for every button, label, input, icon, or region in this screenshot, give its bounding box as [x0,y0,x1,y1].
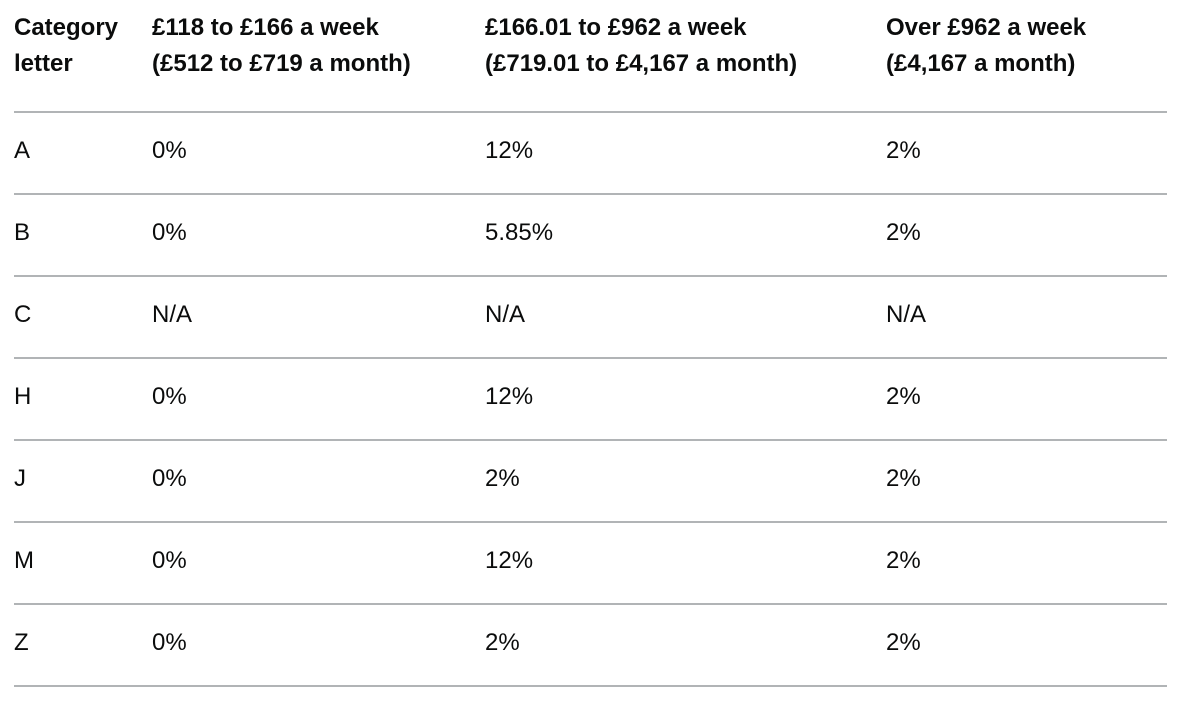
column-header-band-2: £166.01 to £962 a week (£719.01 to £4,16… [485,0,886,113]
cell-category-letter: Z [14,604,152,687]
cell-rate-band-2: 5.85% [485,194,886,277]
cell-category-letter: H [14,358,152,441]
table-row: H 0% 12% 2% [14,358,1167,441]
cell-rate-band-2: 2% [485,440,886,523]
header-line: £118 to £166 a week [152,14,379,41]
cell-rate-band-1: 0% [152,194,485,277]
cell-rate-band-3: 2% [886,440,1167,523]
ni-category-rates-table: Category letter £118 to £166 a week (£51… [14,0,1167,687]
cell-rate-band-1: 0% [152,440,485,523]
cell-category-letter: B [14,194,152,277]
cell-rate-band-1: 0% [152,112,485,195]
header-line: (£4,167 a month) [886,50,1076,77]
table-row: M 0% 12% 2% [14,522,1167,605]
header-line: £166.01 to £962 a week [485,14,747,41]
cell-category-letter: J [14,440,152,523]
cell-rate-band-1: 0% [152,358,485,441]
cell-rate-band-2: 2% [485,604,886,687]
header-line: (£512 to £719 a month) [152,50,411,77]
cell-rate-band-3: 2% [886,358,1167,441]
table-row: B 0% 5.85% 2% [14,194,1167,277]
cell-rate-band-2: 12% [485,522,886,605]
cell-rate-band-3: 2% [886,112,1167,195]
column-header-category-letter: Category letter [14,0,152,113]
cell-rate-band-3: 2% [886,522,1167,605]
column-header-band-3: Over £962 a week (£4,167 a month) [886,0,1167,113]
table-row: C N/A N/A N/A [14,276,1167,359]
header-line: Category [14,14,119,41]
cell-category-letter: A [14,112,152,195]
cell-rate-band-3: 2% [886,604,1167,687]
header-line: letter [14,50,73,77]
table-row: A 0% 12% 2% [14,112,1167,195]
header-row: Category letter £118 to £166 a week (£51… [14,0,1167,113]
header-line: Over £962 a week [886,14,1087,41]
cell-rate-band-2: 12% [485,112,886,195]
cell-rate-band-3: 2% [886,194,1167,277]
cell-category-letter: C [14,276,152,359]
cell-rate-band-1: 0% [152,604,485,687]
cell-rate-band-2: N/A [485,276,886,359]
table-row: J 0% 2% 2% [14,440,1167,523]
cell-rate-band-3: N/A [886,276,1167,359]
cell-rate-band-2: 12% [485,358,886,441]
cell-rate-band-1: N/A [152,276,485,359]
cell-category-letter: M [14,522,152,605]
cell-rate-band-1: 0% [152,522,485,605]
column-header-band-1: £118 to £166 a week (£512 to £719 a mont… [152,0,485,113]
table-row: Z 0% 2% 2% [14,604,1167,687]
header-line: (£719.01 to £4,167 a month) [485,50,798,77]
